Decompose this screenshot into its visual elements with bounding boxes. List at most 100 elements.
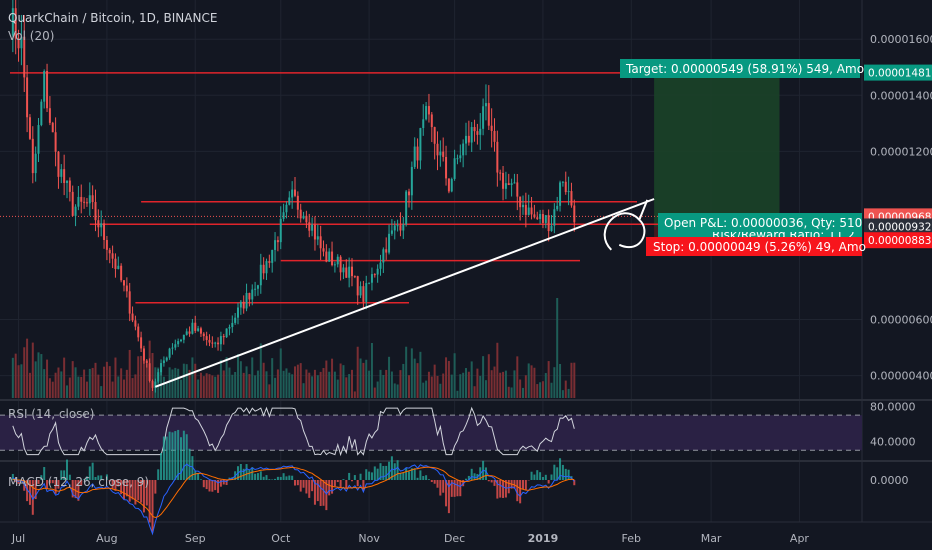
volume-bar [376,381,379,398]
macd-pane[interactable]: 0.0000 [11,429,909,536]
symbol-title[interactable]: QuarkChain / Bitcoin, 1D, BINANCE [8,11,217,25]
candle-body [425,106,428,120]
macd-histogram-bar [148,480,151,523]
macd-histogram-bar [544,474,547,480]
candle-body [26,77,29,118]
volume-bar [530,365,533,398]
candle-body [248,292,251,300]
volume-legend[interactable]: Vol (20) [8,29,54,43]
candle-body [368,282,371,284]
volume-bar [559,363,562,398]
macd-histogram-bar [105,474,108,480]
volume-bar [80,376,83,398]
candle-body [336,256,339,265]
volume-bar [268,384,271,398]
target-price-marker: 0.00001481 [868,68,931,80]
macd-histogram-bar [251,467,254,480]
volume-bar [188,369,191,398]
macd-histogram-bar [145,480,148,506]
macd-histogram-bar [447,480,450,514]
candle-body [168,348,171,358]
volume-bar [299,363,302,398]
volume-bar [408,375,410,398]
candle-body [430,114,433,128]
macd-histogram-bar [442,480,445,493]
macd-histogram-bar [83,479,86,480]
macd-histogram-bar [225,480,228,486]
candle-body [484,103,487,107]
macd-histogram-bar [26,480,29,502]
candle-body [316,236,319,240]
candle-body [370,274,373,283]
candle-body [294,189,296,196]
volume-bar [40,354,43,398]
price-axis[interactable]: 0.00001600 0.00001400 0.00001200 0.00000600… [864,33,932,383]
volume-bar [362,362,365,398]
candle-body [48,108,51,123]
volume-bar [282,370,285,398]
macd-histogram-bar [245,464,248,480]
target-label-box[interactable]: Target: 0.00000549 (58.91%) 549, Amo [620,59,864,78]
macd-histogram-bar [313,480,316,505]
macd-histogram-bar [208,480,211,492]
volume-bar [305,369,308,398]
volume-bars [11,298,576,398]
candle-body [237,307,239,318]
rsi-tick-label: 80.0000 [870,400,916,413]
macd-histogram-bar [54,480,57,494]
volume-bar [276,369,279,398]
macd-histogram-bar [134,480,137,505]
volume-bar [165,383,168,398]
rsi-pane[interactable]: 80.0000 40.0000 [0,400,916,457]
volume-bar [182,363,185,398]
volume-bar [34,361,37,398]
volume-bar [57,367,60,398]
candle-body [487,103,490,126]
candle-body [356,276,359,296]
volume-bar [365,359,368,398]
macd-histogram-bar [339,480,342,488]
candle-body [522,204,524,208]
candle-body [467,135,470,143]
rsi-line [12,406,575,457]
volume-bar [296,364,299,398]
target-label: Target: 0.00000549 (58.91%) 549, Amo [625,62,864,76]
volume-bar [279,348,282,398]
macd-histogram-bar [48,480,51,484]
macd-histogram-bar [91,462,94,480]
time-axis[interactable]: Jul Aug Sep Oct Nov Dec 2019 Feb Mar Apr [11,532,810,545]
candle-body [351,266,353,277]
volume-bar [373,387,376,398]
target-price-marker-bg [864,64,932,81]
stop-label: Stop: 0.00000049 (5.26%) 49, Amo [653,240,866,254]
ascending-trendline[interactable] [154,198,655,388]
candle-body [154,381,157,388]
rsi-legend[interactable]: RSI (14, close) [8,407,94,421]
macd-histogram-bar [46,480,49,489]
volume-bar [228,367,231,398]
candle-body [225,328,228,338]
stop-label-box[interactable]: Stop: 0.00000049 (5.26%) 49, Amo [646,237,866,256]
candle-body [439,151,442,156]
freehand-curl[interactable] [603,199,649,251]
macd-histogram-bar [302,480,305,488]
macd-histogram-bar [157,469,160,480]
macd-histogram-bar [470,468,473,480]
candle-body [142,348,145,361]
candle-body [388,233,391,253]
volume-bar [71,361,74,398]
volume-bar [519,379,522,398]
macd-histogram-bar [416,477,419,480]
volume-bar [465,368,467,398]
volume-bar [496,342,499,398]
trendline-drawing[interactable] [154,198,655,388]
candle-body [408,191,410,196]
volume-bar [202,376,205,398]
macd-legend[interactable]: MACD (12, 26, close, 9) [8,475,149,489]
volume-bar [74,367,77,398]
macd-histogram-bar [222,480,225,485]
candle-body [214,342,217,344]
candle-body [519,196,522,208]
macd-histogram-bar [328,480,331,496]
